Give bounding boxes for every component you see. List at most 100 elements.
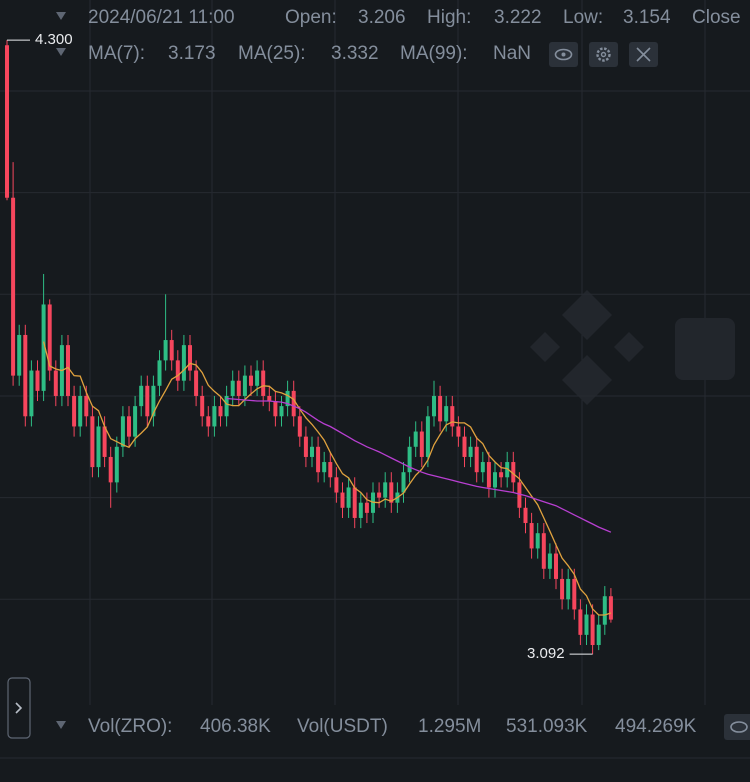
candle-body xyxy=(352,487,357,518)
close-label: Close xyxy=(692,7,741,28)
volume-usdt-value: 1.295M xyxy=(418,716,481,737)
candle-body xyxy=(480,462,485,473)
candle-body xyxy=(35,370,40,391)
candle-body xyxy=(218,406,223,417)
candle-body xyxy=(175,360,180,381)
candle-body xyxy=(364,502,369,513)
low-label: Low: xyxy=(563,7,603,28)
volume-usdt-label: Vol(USDT) xyxy=(297,716,388,737)
open-label: Open: xyxy=(285,7,337,28)
candle-body xyxy=(169,340,174,361)
candle-body xyxy=(444,406,449,422)
candle-body xyxy=(47,304,52,371)
candle-body xyxy=(23,334,28,417)
candle-body xyxy=(84,395,89,417)
candle-body xyxy=(474,446,479,473)
volume-value: 406.38K xyxy=(200,716,271,737)
candle-body xyxy=(572,578,577,610)
candle-body xyxy=(273,401,278,417)
candle-body xyxy=(377,492,382,498)
candle-body xyxy=(493,472,497,488)
candle-body xyxy=(41,304,46,391)
watermark-diamond xyxy=(530,332,560,362)
collapse-arrow xyxy=(56,721,66,729)
eye-icon xyxy=(554,48,573,61)
candle-body xyxy=(145,385,150,417)
candle-body xyxy=(72,395,77,427)
candle-body xyxy=(608,596,613,620)
ma-line xyxy=(42,341,612,616)
candle-body xyxy=(505,462,510,478)
candle-body xyxy=(511,462,516,483)
candle-body xyxy=(200,395,205,417)
candle-body xyxy=(127,416,131,437)
collapse-arrow xyxy=(56,48,66,56)
indicator-buttons xyxy=(549,42,658,67)
candle-body xyxy=(316,446,321,473)
ma-label: MA(25): xyxy=(238,43,306,64)
expand-button[interactable] xyxy=(7,677,31,739)
candle-body xyxy=(389,482,394,503)
candle-body xyxy=(322,462,327,473)
candle-body xyxy=(486,462,491,488)
candle-body xyxy=(90,416,95,468)
candle-body xyxy=(120,416,125,447)
ma-value: NaN xyxy=(493,43,531,64)
candle-body xyxy=(249,375,253,386)
eye-icon xyxy=(730,721,748,733)
candle-body xyxy=(194,370,199,396)
candle-body xyxy=(212,406,217,427)
candle-body xyxy=(529,523,534,549)
gear-icon xyxy=(600,51,607,58)
close-icon xyxy=(636,47,651,62)
candle-body xyxy=(5,45,9,198)
candle-body xyxy=(425,416,430,457)
candle-body xyxy=(285,390,290,407)
candle-body xyxy=(547,553,552,569)
candle-body xyxy=(188,345,192,371)
candle-body xyxy=(108,456,113,483)
candle-body xyxy=(584,614,589,635)
candle-body xyxy=(139,385,144,407)
candle-body xyxy=(242,375,247,396)
candle-body xyxy=(78,395,83,427)
candle-body xyxy=(499,472,504,478)
candle-body xyxy=(11,197,16,376)
plot: 4.300 3.092 xyxy=(0,31,750,662)
candle-body xyxy=(340,492,345,508)
high-label: High: xyxy=(427,7,471,28)
candle-body xyxy=(133,406,138,437)
high-value: 3.222 xyxy=(494,7,542,28)
candle-body xyxy=(310,446,314,457)
candle-body xyxy=(535,533,540,549)
candle-body xyxy=(560,578,565,600)
settings-button[interactable] xyxy=(589,42,618,67)
candle-body xyxy=(413,431,418,447)
volume-label: Vol(ZRO): xyxy=(88,716,172,737)
datetime: 2024/06/21 11:00 xyxy=(88,7,235,28)
candle-body xyxy=(358,502,363,518)
ma-value: 3.332 xyxy=(331,43,379,64)
watermark-letter xyxy=(675,318,735,380)
eye-icon xyxy=(561,52,566,57)
candle-body xyxy=(602,596,607,625)
eye-button[interactable] xyxy=(724,714,750,740)
candle-body xyxy=(401,472,406,493)
ma-value: 3.173 xyxy=(168,43,216,64)
volume-usdt-value: 494.269K xyxy=(615,716,697,737)
candle-body xyxy=(383,482,388,498)
candle-body xyxy=(578,609,583,635)
candle-body xyxy=(279,406,284,417)
candle-body xyxy=(236,380,241,396)
candle-body xyxy=(114,446,119,483)
candle-body xyxy=(267,395,272,402)
gear-icon xyxy=(596,47,611,62)
watermark-diamond xyxy=(614,332,644,362)
candle-body xyxy=(554,553,558,579)
candle-body xyxy=(255,370,260,386)
candle-body xyxy=(432,395,436,417)
candle-body xyxy=(230,380,235,396)
candle-body xyxy=(291,390,296,417)
candle-body xyxy=(456,426,461,437)
